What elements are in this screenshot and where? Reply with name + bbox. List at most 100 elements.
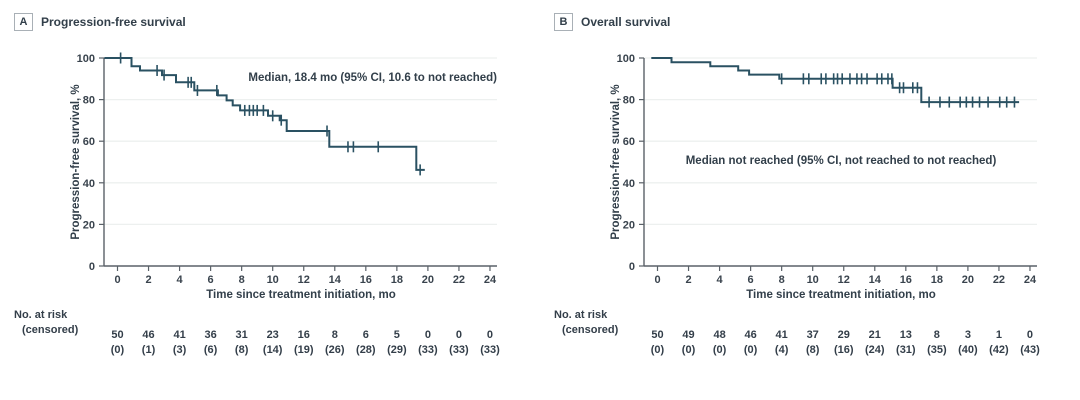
censored-count: (0): [712, 344, 727, 356]
at-risk-count: 8: [331, 329, 338, 341]
censored-count: (40): [958, 344, 978, 356]
panel-a-censored-row: (0) (1) (3) (6) (8) (14) (19) (26) (28) (29) (33) (…: [0, 344, 540, 358]
x-tick-label: 14: [869, 274, 882, 286]
panel-b-header: B Overall survival: [554, 13, 670, 31]
panel-b: B Overall survival Progression-free surv…: [540, 0, 1080, 400]
x-tick-label: 16: [360, 274, 372, 286]
censored-count: (33): [449, 344, 469, 356]
x-tick-label: 0: [654, 274, 660, 286]
y-tick-label: 100: [77, 53, 95, 65]
y-tick-label: 20: [83, 219, 95, 231]
panel-b-at-risk-row: 50 49 48 46 41 37 29 21 13 8 3 1 0: [540, 329, 1080, 343]
y-tick-label: 60: [83, 136, 95, 148]
panel-b-title: Overall survival: [581, 15, 671, 29]
no-at-risk-label: No. at risk: [554, 309, 608, 321]
at-risk-count: 50: [111, 329, 124, 341]
censored-count: (24): [864, 344, 885, 356]
at-risk-count: 41: [173, 329, 186, 341]
censored-count: (8): [805, 344, 820, 356]
panel-a-title: Progression-free survival: [41, 15, 186, 29]
censored-count: (3): [172, 344, 187, 356]
x-tick-label: 18: [391, 274, 403, 286]
x-tick-label: 14: [329, 274, 342, 286]
no-at-risk-label: No. at risk: [14, 309, 68, 321]
x-tick-label: 4: [177, 274, 184, 286]
panel-b-censored-row: (0) (0) (0) (0) (4) (8) (16) (24) (31) (35) (40) (4…: [540, 344, 1080, 358]
x-tick-label: 16: [900, 274, 912, 286]
at-risk-count: 21: [868, 329, 881, 341]
censored-count: (16): [833, 344, 854, 356]
at-risk-count: 0: [1026, 329, 1034, 341]
censored-count: (43): [1020, 344, 1040, 356]
censored-count: (35): [927, 344, 947, 356]
censored-label: (censored): [562, 324, 619, 336]
at-risk-count: 29: [837, 329, 850, 341]
at-risk-count: 36: [204, 329, 217, 341]
gridlines: [104, 57, 497, 226]
censored-count: (0): [743, 344, 758, 356]
y-tick-label: 0: [629, 261, 635, 273]
y-axis: 0 20 40 60 80 100: [77, 53, 105, 273]
at-risk-count: 0: [455, 329, 462, 341]
at-risk-count: 46: [142, 329, 155, 341]
y-tick-label: 40: [83, 178, 95, 190]
at-risk-count: 6: [362, 329, 369, 341]
y-axis: 0 20 40 60 80 100: [617, 53, 645, 273]
x-tick-label: 24: [1024, 274, 1037, 286]
x-tick-label: 24: [484, 274, 497, 286]
at-risk-count: 8: [933, 329, 940, 341]
censor-marks: [780, 73, 1016, 108]
at-risk-count: 0: [424, 329, 431, 341]
censor-marks: [119, 52, 421, 176]
km-curve: [104, 57, 425, 171]
y-tick-label: 100: [617, 53, 635, 65]
censored-count: (1): [141, 344, 156, 356]
censored-count: (42): [989, 344, 1009, 356]
y-tick-label: 0: [89, 261, 95, 273]
at-risk-count: 23: [266, 329, 279, 341]
censored-count: (28): [356, 344, 376, 356]
panel-a-median-annotation: Median, 18.4 mo (95% CI, 10.6 to not rea…: [248, 72, 497, 84]
y-tick-label: 20: [623, 219, 635, 231]
panel-a-at-risk-row: 50 46 41 36 31 23 16 8 6 5 0 0 0: [0, 329, 540, 343]
x-tick-label: 0: [114, 274, 120, 286]
censored-count: (0): [110, 344, 125, 356]
panel-b-median-annotation: Median not reached (95% CI, not reached …: [685, 155, 997, 167]
x-tick-label: 12: [838, 274, 850, 286]
at-risk-count: 13: [899, 329, 912, 341]
x-tick-label: 10: [267, 274, 279, 286]
censored-count: (6): [203, 344, 218, 356]
x-tick-label: 4: [717, 274, 724, 286]
at-risk-count: 37: [806, 329, 819, 341]
censored-count: (4): [774, 344, 789, 356]
censored-count: (29): [387, 344, 407, 356]
x-tick-label: 22: [993, 274, 1005, 286]
censored-count: (31): [896, 344, 916, 356]
y-tick-label: 40: [623, 178, 635, 190]
x-tick-label: 20: [962, 274, 974, 286]
x-tick-label: 12: [298, 274, 310, 286]
gridlines: [644, 57, 1037, 226]
at-risk-count: 5: [393, 329, 400, 341]
y-tick-label: 60: [623, 136, 635, 148]
km-curve: [651, 57, 1020, 104]
panel-b-x-axis-label: Time since treatment initiation, mo: [746, 289, 936, 301]
x-axis: 0 2 4 6 8 10 12 14 16 18 20 22 24: [644, 265, 1037, 286]
panel-b-risk-table-header: No. at risk (censored): [554, 308, 618, 338]
x-tick-label: 2: [685, 274, 691, 286]
censored-count: (33): [418, 344, 438, 356]
at-risk-count: 16: [297, 329, 310, 341]
x-tick-label: 10: [807, 274, 819, 286]
panel-a-x-axis-label: Time since treatment initiation, mo: [206, 289, 396, 301]
at-risk-count: 41: [775, 329, 788, 341]
at-risk-count: 46: [744, 329, 757, 341]
x-tick-label: 18: [931, 274, 943, 286]
at-risk-count: 1: [995, 329, 1002, 341]
censored-count: (33): [480, 344, 500, 356]
x-tick-label: 2: [145, 274, 151, 286]
censored-count: (26): [324, 344, 345, 356]
at-risk-count: 49: [682, 329, 695, 341]
at-risk-count: 0: [486, 329, 494, 341]
